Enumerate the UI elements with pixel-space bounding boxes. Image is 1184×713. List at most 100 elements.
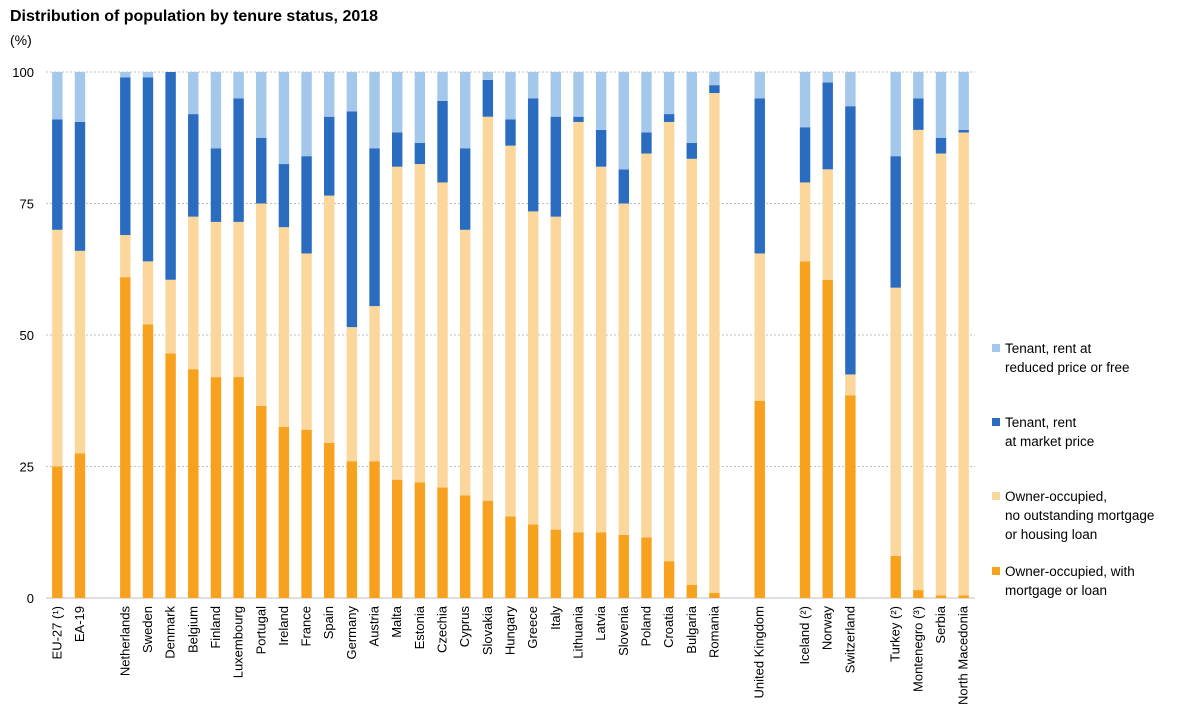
bar-20-series-1 [527,211,539,525]
x-tick-label-13: Austria [367,605,382,646]
bar-35-series-2 [935,137,947,154]
legend-swatch-tenant-market [992,418,1000,426]
bar-8-series-3 [256,72,267,138]
bar-23-series-2 [595,129,607,167]
bar-14-series-2 [391,132,403,167]
bar-10-series-1 [301,253,312,430]
bar-5-series-2 [188,114,199,217]
bar-0-series-1 [52,229,63,467]
bar-5-series-1 [188,216,199,370]
bar-3-series-2 [142,77,154,262]
bar-14-series-0 [391,479,403,598]
bar-30-series-1 [799,182,811,262]
bar-6-series-1 [210,221,222,378]
bar-4-series-2 [165,72,176,280]
bar-13-series-3 [369,72,380,149]
bar-22-series-0 [573,532,584,598]
bar-30-series-0 [799,261,811,598]
bar-6-series-2 [210,148,222,222]
bar-24-series-3 [618,72,630,170]
legend-label-tenant-market: Tenant, rent at market price [1005,415,1095,449]
bar-21-series-1 [550,216,562,530]
x-tick-label-33: Turkey (²) [888,606,903,662]
bar-11-series-1 [324,195,335,443]
x-tick-label-31: Norway [820,606,835,651]
bar-28-series-1 [709,93,720,593]
bar-20-series-2 [527,98,539,212]
x-tick-label-36: North Macedonia [956,605,971,705]
legend-item-tenant-market: Tenant, rent at market price [992,413,1184,451]
bar-14-series-3 [391,72,403,133]
bar-34-series-0 [913,590,924,598]
bar-3-series-0 [142,324,154,598]
bar-33-series-1 [890,287,901,556]
x-tick-label-3: Sweden [140,606,155,653]
bar-0-series-0 [52,466,63,598]
bar-36-series-2 [958,129,969,133]
x-tick-label-12: Germany [344,606,359,660]
bar-28-series-3 [709,72,720,86]
bar-31-series-2 [822,82,833,170]
bar-32-series-1 [845,374,856,396]
bar-2-series-2 [120,77,131,236]
bar-20-series-0 [527,524,539,598]
bar-3-series-1 [142,261,154,325]
bar-25-series-0 [641,537,652,598]
bar-32-series-3 [845,72,856,107]
bar-29-series-0 [754,400,765,598]
bar-33-series-2 [890,156,901,288]
bar-15-series-3 [414,72,426,144]
bar-36-series-1 [958,132,969,596]
bar-15-series-1 [414,164,426,483]
bar-21-series-2 [550,116,562,217]
bar-1-series-3 [74,72,86,122]
x-tick-label-6: Finland [208,606,223,649]
x-tick-label-32: Switzerland [842,606,857,673]
x-tick-label-16: Czechia [435,605,450,653]
bar-1-series-2 [74,121,86,251]
bar-2-series-1 [120,235,131,278]
bar-32-series-0 [845,395,856,598]
bar-36-series-3 [958,72,969,130]
bar-13-series-0 [369,461,380,598]
bar-27-series-3 [686,72,697,144]
bar-28-series-0 [709,592,720,598]
bar-24-series-1 [618,203,630,535]
bar-13-series-1 [369,306,380,462]
bar-1-series-1 [74,250,86,454]
bar-11-series-0 [324,442,335,598]
bar-27-series-2 [686,143,697,159]
bar-7-series-3 [233,72,244,99]
x-tick-label-1: EA-19 [72,606,87,642]
bar-0-series-3 [52,72,63,120]
bar-19-series-3 [505,72,516,120]
x-tick-label-23: Latvia [593,605,608,640]
bar-20-series-3 [527,72,539,99]
bar-29-series-2 [754,98,765,254]
x-tick-label-21: Italy [548,606,563,630]
bar-2-series-0 [120,277,131,598]
bar-27-series-1 [686,158,697,585]
x-tick-label-14: Malta [389,605,404,638]
bar-23-series-0 [595,532,607,598]
bar-7-series-0 [233,377,244,598]
y-axis-unit: (%) [10,32,32,48]
x-tick-label-5: Belgium [185,606,200,653]
y-tick-label-100: 100 [12,65,34,80]
x-tick-label-17: Cyprus [457,606,472,648]
bar-35-series-0 [935,595,947,598]
bar-18-series-1 [482,116,494,501]
legend-label-owner-no-mortgage: Owner-occupied, no outstanding mortgage … [1005,489,1155,542]
bar-16-series-1 [437,182,448,488]
x-tick-label-30: Iceland (²) [797,606,812,665]
x-tick-label-24: Slovenia [616,605,631,656]
bar-19-series-2 [505,119,516,146]
bar-23-series-3 [595,72,607,130]
bar-19-series-0 [505,516,516,598]
bar-35-series-3 [935,72,947,138]
bar-24-series-2 [618,169,630,204]
bar-2-series-3 [120,72,131,78]
bar-4-series-0 [165,353,176,598]
x-tick-label-7: Luxembourg [231,606,246,678]
